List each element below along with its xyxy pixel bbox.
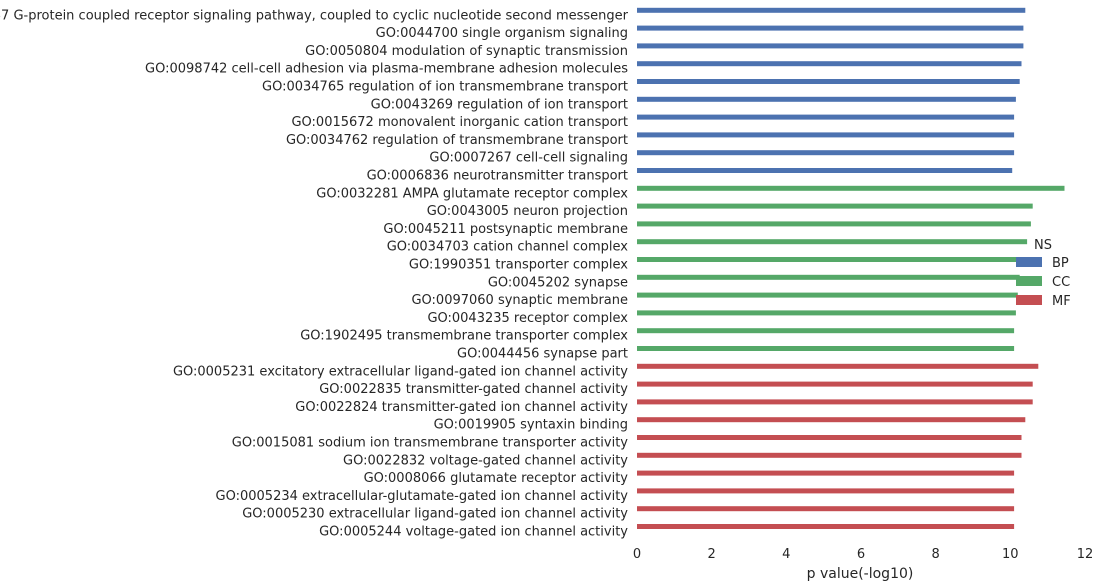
- category-label: GO:0007267 cell-cell signaling: [429, 151, 628, 166]
- bar-go-0005231: [637, 363, 1039, 369]
- bar-go-0034765: [637, 79, 1020, 84]
- category-label: GO:0097060 synaptic membrane: [411, 293, 628, 308]
- bar-go-0022832: [637, 452, 1022, 458]
- bar-go-0045202: [637, 274, 1020, 280]
- legend-swatch-cc: [1016, 276, 1042, 286]
- bar-go-0034762: [637, 132, 1015, 138]
- bar-go-0007187: [637, 7, 1026, 13]
- x-axis-ticks-group: 0 2 4 6 8 10 12: [633, 547, 1093, 562]
- category-label: GO:1990351 transporter complex: [409, 258, 628, 273]
- category-label: GO:0022832 voltage-gated channel activit…: [343, 453, 628, 468]
- legend-label-cc: CC: [1052, 275, 1070, 290]
- category-label: GO:0050804 modulation of synaptic transm…: [305, 44, 628, 59]
- category-label: GO:0043269 regulation of ion transport: [371, 97, 628, 112]
- legend-entries-group: BP CC MF: [1016, 256, 1071, 309]
- category-label: GO:0008066 glutamate receptor activity: [364, 471, 629, 486]
- category-label: GO:0019905 syntaxin binding: [434, 418, 628, 433]
- legend-swatch-mf: [1016, 295, 1042, 305]
- category-label: GO:0007187 G-protein coupled receptor si…: [0, 8, 629, 23]
- x-tick-label: 0: [633, 547, 641, 562]
- bar-go-0032281: [637, 185, 1065, 191]
- bar-go-0098742: [637, 61, 1022, 67]
- category-label: GO:0005230 extracellular ligand-gated io…: [242, 507, 628, 522]
- bar-go-0043269: [637, 96, 1016, 102]
- x-tick-label: 4: [782, 547, 790, 562]
- bar-go-0022824: [637, 399, 1033, 405]
- category-label: GO:0005244 voltage-gated ion channel act…: [319, 525, 628, 540]
- category-label: GO:0044700 single organism signaling: [376, 26, 628, 41]
- bars-group: [637, 7, 1065, 529]
- category-label: GO:0015081 sodium ion transmembrane tran…: [232, 436, 628, 451]
- bar-go-0043235: [637, 310, 1016, 316]
- x-tick-label: 8: [932, 547, 940, 562]
- legend-label-mf: MF: [1052, 294, 1071, 309]
- category-label: GO:0006836 neurotransmitter transport: [367, 169, 628, 184]
- category-label: GO:0022824 transmitter-gated ion channel…: [295, 400, 628, 415]
- legend-swatch-bp: [1016, 257, 1042, 267]
- category-label: GO:0034703 cation channel complex: [387, 240, 629, 255]
- bar-go-0008066: [637, 470, 1015, 476]
- bar-go-1902495: [637, 328, 1015, 334]
- bar-go-0007267: [637, 150, 1015, 156]
- legend-title: NS: [1034, 238, 1052, 253]
- category-label: GO:0032281 AMPA glutamate receptor compl…: [316, 186, 628, 201]
- bar-go-0044700: [637, 25, 1024, 31]
- category-label: GO:0045202 synapse: [488, 275, 628, 290]
- x-tick-label: 12: [1077, 547, 1094, 562]
- category-labels-group: GO:0007187 G-protein coupled receptor si…: [0, 8, 629, 539]
- category-label: GO:0043235 receptor complex: [427, 311, 628, 326]
- bar-go-0050804: [637, 43, 1024, 49]
- legend-label-bp: BP: [1052, 256, 1069, 271]
- bar-go-0015672: [637, 114, 1015, 120]
- category-label: GO:0022835 transmitter-gated channel act…: [319, 382, 628, 397]
- x-tick-label: 2: [708, 547, 716, 562]
- bar-go-0005234: [637, 488, 1015, 494]
- category-label: GO:0005234 extracellular-glutamate-gated…: [216, 489, 629, 504]
- bar-go-0019905: [637, 417, 1026, 423]
- bar-go-0005244: [637, 524, 1015, 529]
- bar-go-0034703: [637, 239, 1028, 245]
- category-label: GO:1902495 transmembrane transporter com…: [300, 329, 628, 344]
- bar-go-0043005: [637, 203, 1033, 209]
- x-tick-label: 10: [1002, 547, 1019, 562]
- category-label: GO:0043005 neuron projection: [427, 204, 628, 219]
- x-axis-title: p value(-log10): [807, 566, 914, 582]
- bar-go-0044456: [637, 346, 1015, 351]
- category-label: GO:0044456 synapse part: [457, 347, 628, 362]
- bar-go-1990351: [637, 257, 1022, 262]
- bar-go-0006836: [637, 168, 1013, 173]
- category-label: GO:0034765 regulation of ion transmembra…: [262, 80, 628, 95]
- category-label: GO:0034762 regulation of transmembrane t…: [286, 133, 628, 148]
- bar-go-0045211: [637, 221, 1031, 227]
- x-tick-label: 6: [857, 547, 865, 562]
- bar-go-0022835: [637, 381, 1033, 387]
- category-label: GO:0098742 cell-cell adhesion via plasma…: [145, 62, 628, 77]
- bar-go-0005230: [637, 506, 1015, 512]
- category-label: GO:0045211 postsynaptic membrane: [383, 222, 628, 237]
- category-label: GO:0015672 monovalent inorganic cation t…: [291, 115, 628, 130]
- category-label: GO:0005231 excitatory extracellular liga…: [173, 364, 628, 379]
- bar-go-0015081: [637, 435, 1022, 440]
- legend: NS BP CC MF: [1016, 238, 1071, 309]
- bar-go-0097060: [637, 292, 1018, 298]
